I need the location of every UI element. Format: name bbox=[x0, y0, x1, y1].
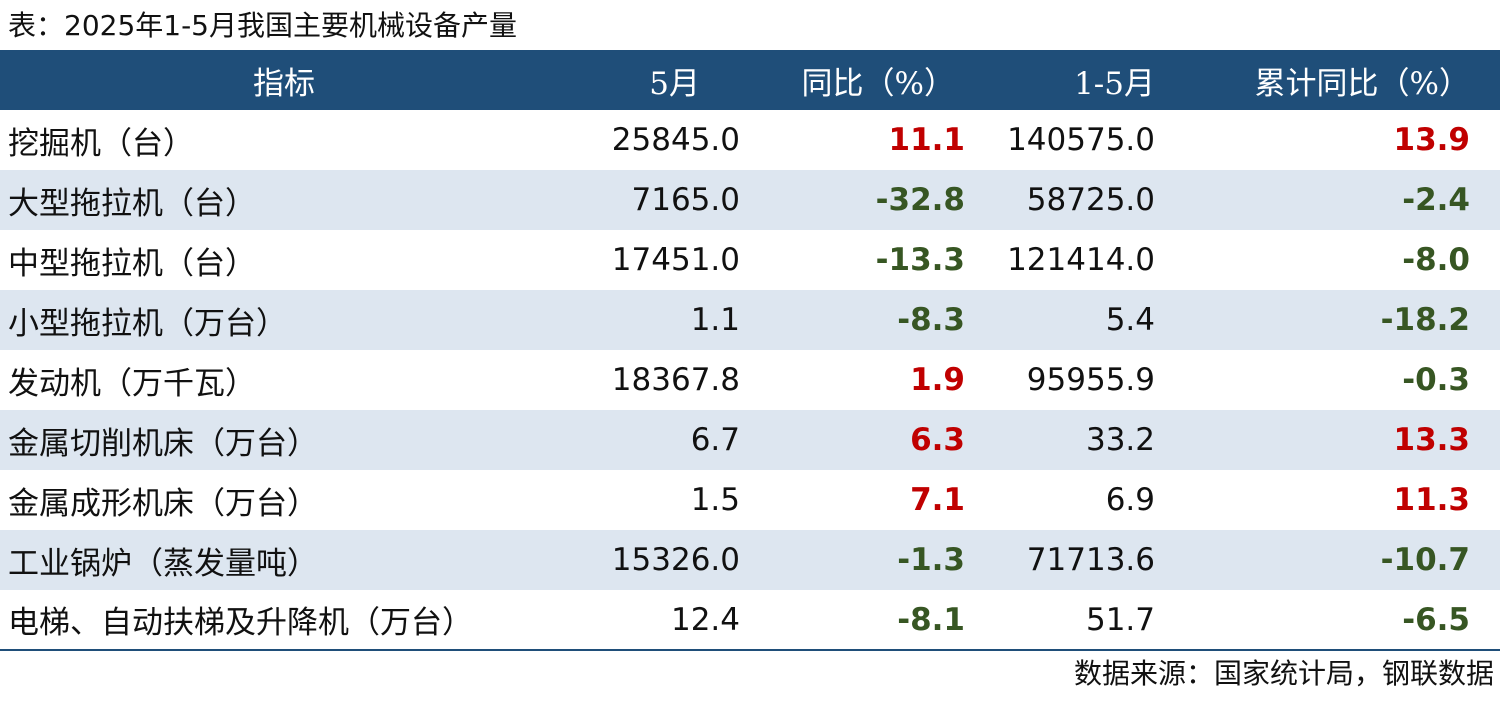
table-row: 金属成形机床（万台） 1.5 7.1 6.9 11.3 bbox=[0, 470, 1500, 530]
row-name: 金属切削机床（万台） bbox=[8, 425, 318, 462]
row-ytd-yoy-value: -18.2 bbox=[1380, 302, 1470, 338]
row-ytd-value: 5.4 bbox=[1105, 302, 1155, 338]
row-yoy-value: -8.3 bbox=[897, 302, 965, 338]
table-row: 中型拖拉机（台） 17451.0 -13.3 121414.0 -8.0 bbox=[0, 230, 1500, 290]
data-source-note: 数据来源：国家统计局，钢联数据 bbox=[1073, 657, 1494, 690]
row-ytd-value: 140575.0 bbox=[1007, 122, 1155, 158]
row-yoy-value: 6.3 bbox=[910, 422, 965, 458]
header-ytd-yoy: 累计同比（%） bbox=[1254, 65, 1470, 102]
table-row: 工业锅炉（蒸发量吨） 15326.0 -1.3 71713.6 -10.7 bbox=[0, 530, 1500, 590]
table-row: 小型拖拉机（万台） 1.1 -8.3 5.4 -18.2 bbox=[0, 290, 1500, 350]
row-yoy-value: -32.8 bbox=[875, 182, 965, 218]
row-may-value: 6.7 bbox=[690, 422, 740, 458]
row-yoy-value: -13.3 bbox=[875, 242, 965, 278]
row-may-value: 1.5 bbox=[690, 482, 740, 518]
row-yoy-value: 7.1 bbox=[910, 482, 965, 518]
row-ytd-yoy-value: 13.3 bbox=[1393, 422, 1471, 458]
row-ytd-yoy-value: -6.5 bbox=[1190, 590, 1500, 651]
table-header-row: 指标 5月 同比（%） 1-5月 累计同比（%） bbox=[0, 50, 1500, 110]
row-name: 中型拖拉机（台） bbox=[8, 245, 256, 282]
row-ytd-value: 121414.0 bbox=[1007, 242, 1155, 278]
row-ytd-value: 33.2 bbox=[1085, 422, 1155, 458]
row-ytd-yoy-value: -10.7 bbox=[1380, 542, 1470, 578]
row-ytd-yoy-value: 11.3 bbox=[1393, 482, 1471, 518]
table-title: 表：2025年1-5月我国主要机械设备产量 bbox=[8, 9, 517, 42]
table-row: 发动机（万千瓦） 18367.8 1.9 95955.9 -0.3 bbox=[0, 350, 1500, 410]
equipment-output-table: 指标 5月 同比（%） 1-5月 累计同比（%） 挖掘机（台） 25845.0 … bbox=[0, 50, 1500, 651]
header-ytd: 1-5月 bbox=[1074, 65, 1155, 102]
row-name: 电梯、自动扶梯及升降机（万台） bbox=[0, 590, 528, 651]
row-name: 金属成形机床（万台） bbox=[8, 485, 318, 522]
row-ytd-value: 71713.6 bbox=[1026, 542, 1155, 578]
row-ytd-yoy-value: -8.0 bbox=[1402, 242, 1470, 278]
header-indicator: 指标 bbox=[253, 65, 315, 102]
row-may-value: 18367.8 bbox=[611, 362, 740, 398]
row-ytd-value: 58725.0 bbox=[1026, 182, 1155, 218]
row-may-value: 25845.0 bbox=[611, 122, 740, 158]
table-row: 电梯、自动扶梯及升降机（万台） 12.4 -8.1 51.7 -6.5 bbox=[0, 590, 1500, 651]
row-yoy-value: -1.3 bbox=[897, 542, 965, 578]
row-name: 发动机（万千瓦） bbox=[8, 365, 256, 402]
table-row: 大型拖拉机（台） 7165.0 -32.8 58725.0 -2.4 bbox=[0, 170, 1500, 230]
row-name: 挖掘机（台） bbox=[8, 125, 194, 162]
row-may-value: 7165.0 bbox=[631, 182, 740, 218]
row-ytd-yoy-value: 13.9 bbox=[1393, 122, 1471, 158]
table-row: 挖掘机（台） 25845.0 11.1 140575.0 13.9 bbox=[0, 110, 1500, 170]
table-row: 金属切削机床（万台） 6.7 6.3 33.2 13.3 bbox=[0, 410, 1500, 470]
row-may-value: 1.1 bbox=[690, 302, 740, 338]
row-may-value: 17451.0 bbox=[611, 242, 740, 278]
row-yoy-value: 1.9 bbox=[910, 362, 965, 398]
row-yoy-value: 11.1 bbox=[888, 122, 966, 158]
row-may-value: 12.4 bbox=[528, 590, 740, 651]
row-name: 工业锅炉（蒸发量吨） bbox=[8, 545, 318, 582]
row-yoy-value: -8.1 bbox=[740, 590, 965, 651]
row-ytd-yoy-value: -2.4 bbox=[1402, 182, 1470, 218]
header-yoy: 同比（%） bbox=[801, 65, 955, 102]
row-ytd-value: 51.7 bbox=[965, 590, 1190, 651]
row-ytd-value: 95955.9 bbox=[1026, 362, 1155, 398]
row-ytd-value: 6.9 bbox=[1105, 482, 1155, 518]
row-name: 小型拖拉机（万台） bbox=[8, 305, 287, 342]
row-may-value: 15326.0 bbox=[611, 542, 740, 578]
row-ytd-yoy-value: -0.3 bbox=[1402, 362, 1470, 398]
header-may: 5月 bbox=[649, 65, 700, 102]
row-name: 大型拖拉机（台） bbox=[8, 185, 256, 222]
